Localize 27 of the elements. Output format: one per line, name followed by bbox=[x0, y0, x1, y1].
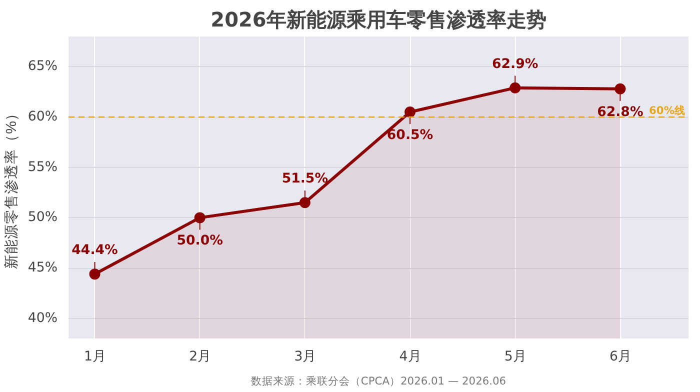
y-tick-label: 50% bbox=[28, 210, 58, 226]
point bbox=[614, 83, 626, 94]
x-tick-label: 2月 bbox=[189, 350, 211, 364]
data-label: 62.9% bbox=[492, 56, 538, 72]
point bbox=[299, 197, 310, 208]
point bbox=[404, 106, 416, 118]
y-tick-label: 55% bbox=[28, 160, 58, 175]
x-tick-label: 1月 bbox=[84, 350, 106, 364]
data-label: 60.5% bbox=[386, 128, 434, 143]
data-label: 51.5% bbox=[282, 172, 328, 187]
data-label: 50.0% bbox=[176, 234, 223, 249]
x-tick-label: 3月 bbox=[294, 350, 316, 364]
point bbox=[89, 268, 100, 280]
point bbox=[194, 212, 206, 224]
y-tick-label: 45% bbox=[28, 260, 58, 276]
data-label: 62.8% bbox=[597, 104, 644, 120]
y-tick-label: 40% bbox=[28, 310, 58, 326]
y-axis-title: 新能源零售渗透率（%） bbox=[2, 106, 20, 270]
x-tick-label: 5月 bbox=[504, 350, 526, 364]
source-note: 数据来源：乘联分会（CPCA）2026.01 — 2026.06 bbox=[250, 374, 506, 388]
y-tick-label: 60% bbox=[28, 110, 58, 125]
y-tick-label: 65% bbox=[28, 59, 58, 74]
x-tick-label: 4月 bbox=[399, 350, 421, 364]
chart-title: 2026年新能源乘用车零售渗透率走势 bbox=[210, 8, 546, 32]
x-tick-label: 6月 bbox=[609, 350, 631, 364]
ref-line-label: 60%线 bbox=[648, 104, 686, 118]
data-label: 44.4% bbox=[72, 243, 118, 258]
